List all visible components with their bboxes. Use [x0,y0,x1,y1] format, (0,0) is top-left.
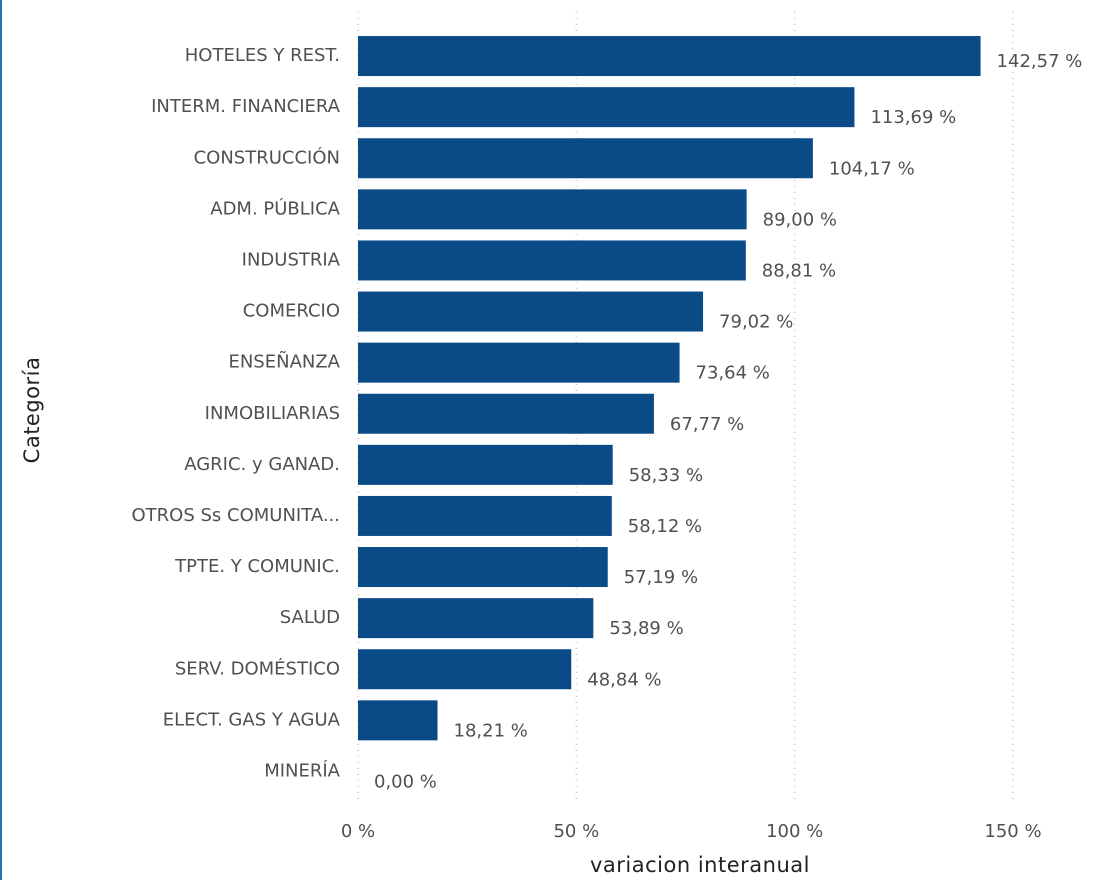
y-tick-label: CONSTRUCCIÓN [194,146,340,168]
bar [358,700,438,741]
data-label: 48,84 % [587,669,661,690]
bar [358,138,813,179]
data-label: 89,00 % [763,209,837,230]
y-tick-label: AGRIC. y GANAD. [184,454,340,475]
data-label: 67,77 % [670,414,744,435]
data-label: 0,00 % [374,771,437,792]
bar [358,291,704,332]
y-axis-title: Categoría [20,357,44,464]
bar [358,649,572,690]
data-label: 113,69 % [870,107,956,128]
bar [358,547,608,588]
x-tick-label: 100 % [766,821,823,842]
y-tick-label: TPTE. Y COMUNIC. [174,556,340,577]
data-label: 142,57 % [997,51,1083,72]
data-label: 18,21 % [454,720,528,741]
data-label: 73,64 % [696,363,770,384]
bar [358,342,680,383]
data-label: 88,81 % [762,260,836,281]
y-tick-label: SERV. DOMÉSTICO [175,657,340,679]
y-tick-label: HOTELES Y REST. [185,45,340,66]
x-axis-title: variacion interanual [590,853,810,877]
data-label: 57,19 % [624,567,698,588]
bar [358,495,612,536]
x-tick-label: 0 % [341,821,375,842]
bar [358,36,981,77]
data-label: 53,89 % [609,618,683,639]
x-tick-label: 50 % [553,821,599,842]
y-tick-label: COMERCIO [243,301,340,322]
data-label: 58,12 % [628,516,702,537]
y-tick-label: ENSEÑANZA [228,351,340,373]
y-tick-label: SALUD [280,607,340,628]
y-tick-label: ADM. PÚBLICA [210,197,340,219]
y-tick-label: INMOBILIARIAS [205,403,340,424]
bar [358,444,613,485]
y-tick-label: ELECT. GAS Y AGUA [163,709,341,730]
bar [358,87,855,128]
x-tick-label: 150 % [984,821,1041,842]
bar [358,598,594,639]
y-tick-label: OTROS Ss COMUNITA... [132,505,341,526]
bar [358,189,747,230]
data-label: 79,02 % [719,312,793,333]
y-tick-label: MINERÍA [264,759,340,781]
bar [358,240,746,281]
y-tick-label: INDUSTRIA [242,249,341,270]
data-label: 104,17 % [829,158,915,179]
data-label: 58,33 % [629,465,703,486]
y-tick-label: INTERM. FINANCIERA [151,96,341,117]
bar [358,393,654,434]
